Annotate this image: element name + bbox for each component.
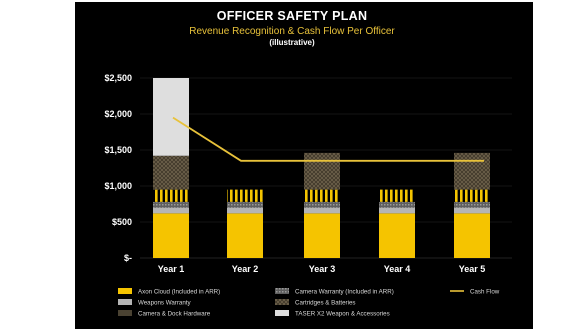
bar-segment-axon-cloud-included-in-arr	[153, 213, 189, 258]
y-axis: $2,500 $2,000 $1,500 $1,000 $500 $-	[104, 73, 132, 263]
x-category-label: Year 1	[158, 264, 185, 274]
bar-segment-camera-dock-hardware	[454, 152, 490, 190]
bar-segment-weapons-warranty	[227, 207, 263, 214]
chart-subtitle: Revenue Recognition & Cash Flow Per Offi…	[189, 26, 395, 37]
bar-segment-taser-x2-weapon-accessories	[153, 78, 189, 156]
legend-label: Weapons Warranty	[138, 300, 192, 307]
cash-flow-layer	[172, 116, 484, 162]
bar-segment-camera-warranty-included-in-arr	[304, 201, 340, 208]
bar-segment-weapons-warranty	[153, 207, 189, 214]
bar-segment-axon-cloud-included-in-arr	[304, 213, 340, 258]
bar-segment-cartridges-batteries	[153, 189, 189, 202]
cash-flow-line	[172, 116, 484, 162]
x-category-label: Year 4	[384, 264, 411, 274]
y-tick-label: $500	[112, 217, 132, 227]
legend-swatch	[275, 310, 289, 316]
bar-segment-weapons-warranty	[304, 207, 340, 214]
legend-label: Camera Warranty (Included in ARR)	[295, 289, 394, 296]
bar-segment-cartridges-batteries	[227, 189, 263, 202]
legend-swatch	[275, 299, 289, 305]
legend-label: Cash Flow	[470, 289, 500, 296]
chart-note: (illustrative)	[269, 38, 315, 47]
chart-title: OFFICER SAFETY PLAN	[217, 9, 368, 23]
bar-segment-camera-warranty-included-in-arr	[153, 201, 189, 208]
bar-segment-axon-cloud-included-in-arr	[227, 213, 263, 258]
y-tick-label: $2,000	[104, 109, 132, 119]
bar-segment-camera-warranty-included-in-arr	[379, 201, 415, 208]
legend-swatch	[118, 310, 132, 316]
legend-label: Axon Cloud (Included in ARR)	[138, 289, 220, 296]
bar-segment-weapons-warranty	[454, 207, 490, 214]
y-tick-label: $1,000	[104, 181, 132, 191]
bar-segment-axon-cloud-included-in-arr	[379, 213, 415, 258]
y-tick-label: $-	[124, 253, 132, 263]
x-axis: Year 1 Year 2 Year 3 Year 4 Year 5	[158, 264, 486, 274]
bar-segment-cartridges-batteries	[454, 189, 490, 202]
legend-label: TASER X2 Weapon & Accessories	[295, 311, 390, 318]
y-tick-label: $1,500	[104, 145, 132, 155]
legend-label: Cartridges & Batteries	[295, 300, 356, 307]
x-category-label: Year 2	[232, 264, 259, 274]
bar-segment-camera-warranty-included-in-arr	[454, 201, 490, 208]
bar-segment-camera-dock-hardware	[304, 152, 340, 190]
bar-layer	[153, 78, 490, 258]
legend-swatch	[118, 288, 132, 294]
x-category-label: Year 3	[309, 264, 336, 274]
legend-swatch	[118, 299, 132, 305]
x-category-label: Year 5	[459, 264, 486, 274]
chart-legend: Axon Cloud (Included in ARR) Camera Warr…	[118, 288, 500, 318]
bar-segment-cartridges-batteries	[304, 189, 340, 202]
bar-segment-cartridges-batteries	[379, 189, 415, 202]
legend-label: Camera & Dock Hardware	[138, 311, 211, 318]
bar-segment-axon-cloud-included-in-arr	[454, 213, 490, 258]
bar-segment-camera-dock-hardware	[153, 155, 189, 190]
y-tick-label: $2,500	[104, 73, 132, 83]
legend-swatch	[275, 288, 289, 294]
bar-segment-camera-warranty-included-in-arr	[227, 201, 263, 208]
bar-segment-weapons-warranty	[379, 207, 415, 214]
